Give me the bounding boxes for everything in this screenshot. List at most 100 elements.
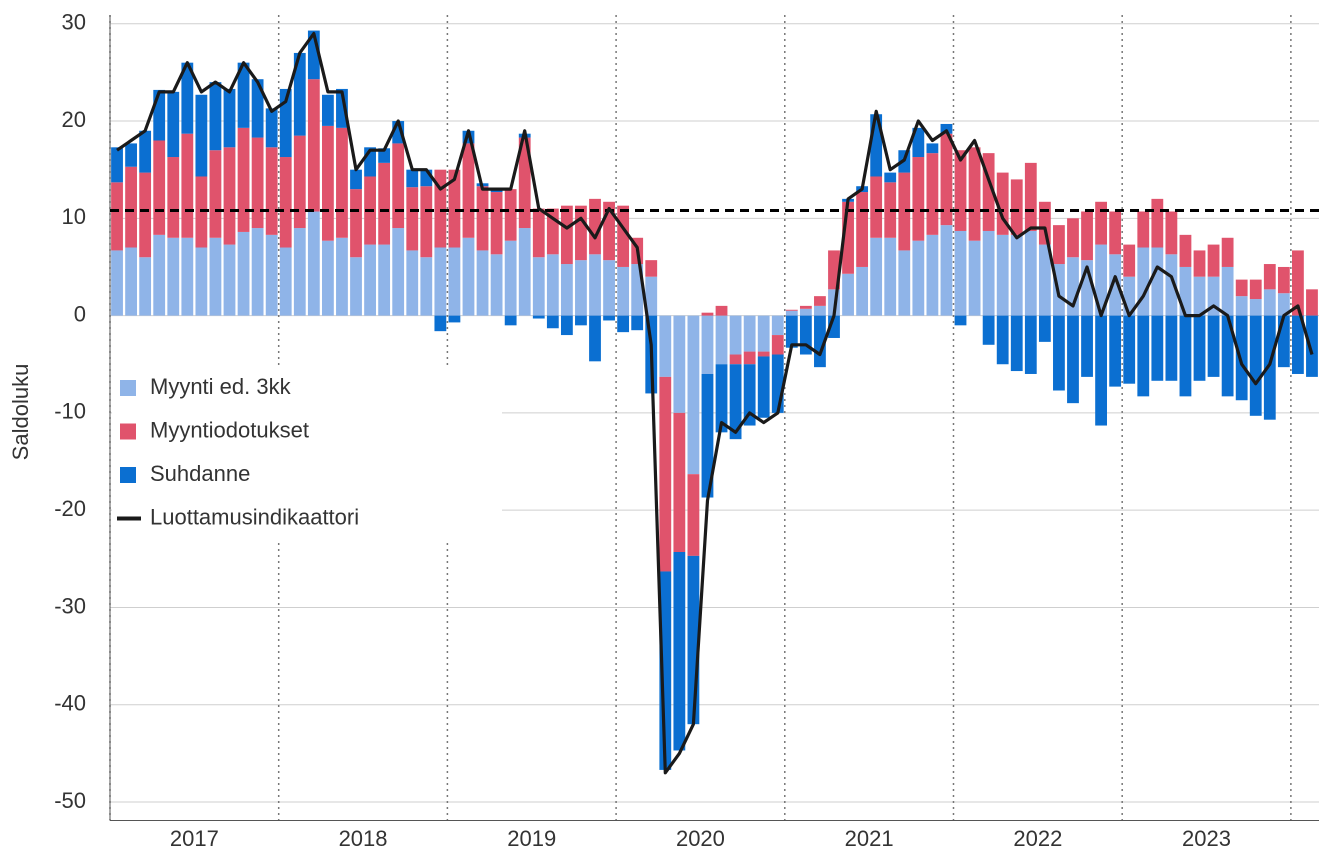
- bar-segment: [673, 412, 686, 552]
- bar-segment: [321, 125, 334, 241]
- bar-segment: [279, 157, 292, 248]
- bar-segment: [504, 189, 517, 241]
- bar-segment: [982, 153, 995, 231]
- bar-segment: [336, 127, 348, 238]
- bar-segment: [364, 147, 376, 177]
- bar-segment: [1067, 257, 1079, 316]
- bar-segment: [223, 244, 236, 316]
- bar-segment: [448, 169, 461, 248]
- bar-segment: [1165, 254, 1178, 316]
- bar-segment: [954, 315, 967, 326]
- bar-segment: [406, 169, 419, 188]
- bar-segment: [1123, 276, 1136, 316]
- bar-segment: [237, 231, 250, 316]
- bar-segment: [898, 250, 911, 316]
- bar-segment: [350, 189, 362, 258]
- bar-segment: [954, 230, 967, 316]
- bar-segment: [1292, 250, 1304, 316]
- bar-segment: [251, 137, 264, 229]
- bar-segment: [1067, 218, 1079, 258]
- bar-segment: [926, 143, 939, 154]
- bar-segment: [293, 52, 306, 136]
- bar-segment: [265, 234, 278, 316]
- bar-segment: [420, 186, 433, 258]
- bar-segment: [293, 135, 306, 229]
- legend-swatch: [120, 423, 136, 440]
- bar-segment: [617, 315, 630, 333]
- bar-segment: [884, 172, 897, 183]
- bar-segment: [209, 82, 222, 151]
- bar-segment: [111, 147, 123, 183]
- bar-segment: [307, 79, 320, 212]
- bar-segment: [701, 312, 714, 316]
- bar-segment: [1235, 279, 1248, 297]
- bar-segment: [996, 315, 1009, 365]
- bar-segment: [701, 315, 714, 374]
- bar-segment: [828, 250, 840, 290]
- bar-segment: [729, 315, 742, 355]
- bar-segment: [1193, 250, 1206, 277]
- bar-segment: [842, 273, 854, 316]
- bar-segment: [420, 257, 433, 316]
- bar-segment: [1024, 162, 1037, 231]
- bar-segment: [251, 228, 264, 316]
- y-tick-label: 0: [74, 301, 86, 326]
- bar-segment: [490, 254, 503, 316]
- bar-segment: [687, 474, 700, 556]
- bar-segment: [1123, 315, 1136, 384]
- bar-segment: [771, 315, 784, 336]
- bar-segment: [392, 121, 405, 144]
- y-axis-label: Saldoluku: [8, 364, 33, 461]
- bar-segment: [111, 182, 123, 251]
- y-tick-label: -50: [54, 788, 86, 813]
- bar-segment: [687, 555, 700, 725]
- bar-segment: [996, 172, 1009, 235]
- bar-segment: [1137, 247, 1150, 316]
- bar-segment: [350, 257, 362, 316]
- bar-segment: [1207, 276, 1220, 316]
- bar-segment: [926, 153, 939, 235]
- bar-segment: [1306, 315, 1318, 377]
- bar-segment: [743, 315, 756, 352]
- bar-segment: [420, 169, 433, 187]
- bar-segment: [1038, 315, 1051, 342]
- bar-segment: [1038, 201, 1051, 245]
- bar-segment: [940, 133, 953, 226]
- bar-segment: [589, 198, 601, 255]
- bar-segment: [1263, 264, 1276, 290]
- bar-segment: [715, 364, 728, 433]
- bar-segment: [870, 237, 883, 316]
- bar-segment: [1024, 315, 1037, 374]
- bar-segment: [996, 234, 1009, 316]
- bar-segment: [701, 373, 714, 498]
- bar-segment: [392, 143, 405, 229]
- bar-segment: [1081, 260, 1093, 316]
- bar-segment: [195, 247, 208, 316]
- x-tick-label: 2022: [1013, 826, 1062, 851]
- bar-segment: [336, 237, 348, 316]
- bar-segment: [659, 315, 672, 377]
- bar-segment: [434, 247, 447, 316]
- x-tick-label: 2018: [339, 826, 388, 851]
- bar-segment: [814, 305, 826, 316]
- legend-background: [112, 365, 502, 540]
- bar-segment: [518, 228, 531, 316]
- bar-segment: [153, 234, 166, 316]
- bar-segment: [603, 201, 615, 261]
- bar-segment: [406, 187, 419, 251]
- bar-segment: [434, 315, 447, 332]
- bar-segment: [392, 228, 405, 316]
- bar-segment: [673, 552, 686, 751]
- bar-segment: [476, 186, 489, 251]
- x-tick-label: 2020: [676, 826, 725, 851]
- bar-segment: [645, 276, 658, 316]
- x-tick-label: 2017: [170, 826, 219, 851]
- bar-segment: [785, 309, 798, 311]
- bar-segment: [603, 260, 615, 316]
- bar-segment: [125, 166, 137, 248]
- bar-segment: [448, 247, 461, 316]
- bar-segment: [814, 315, 826, 368]
- bar-segment: [350, 169, 362, 190]
- bar-segment: [729, 364, 742, 440]
